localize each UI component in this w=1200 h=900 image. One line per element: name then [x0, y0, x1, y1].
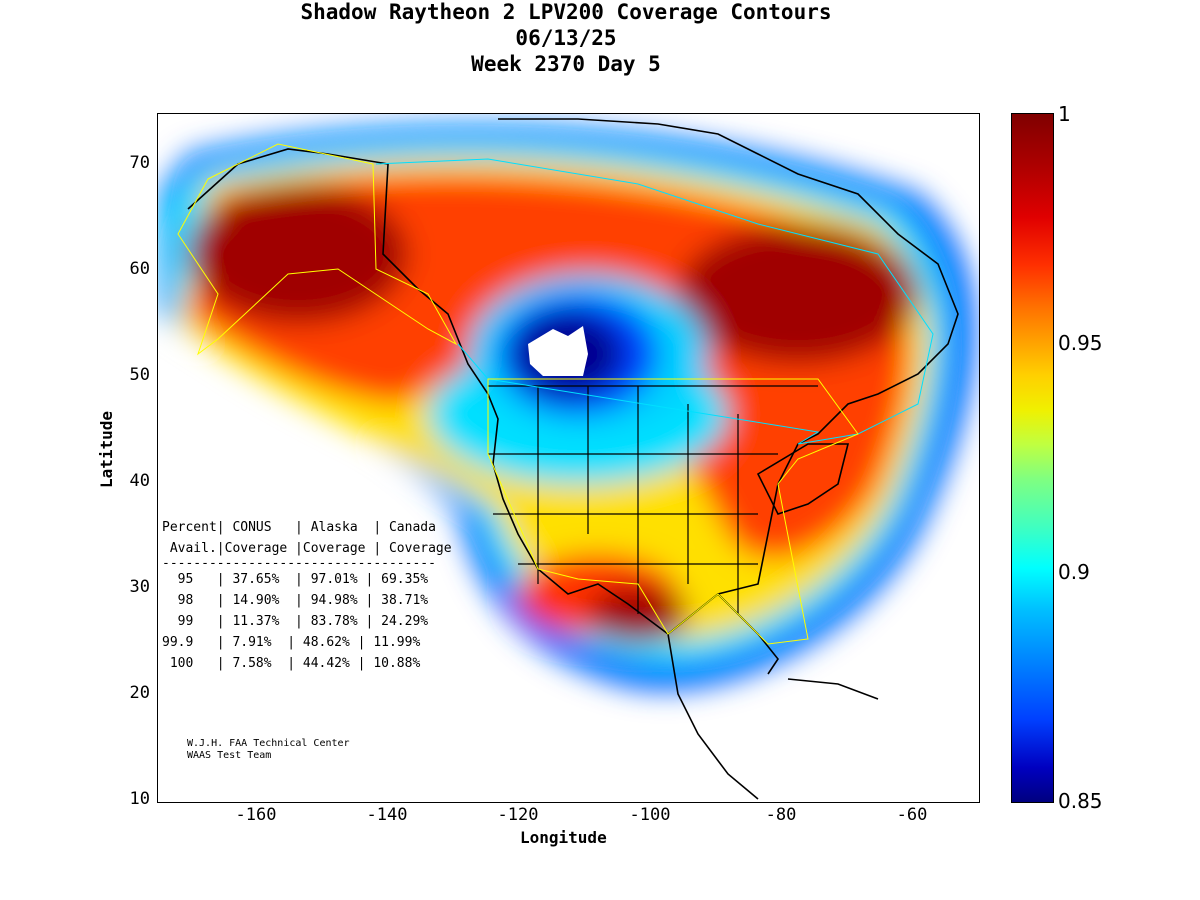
y-tick-70: 70	[129, 153, 150, 173]
stats-row: 98 | 14.90% | 94.98% | 38.71%	[162, 593, 429, 608]
credit-line-1: W.J.H. FAA Technical Center	[187, 738, 350, 749]
colorbar	[1011, 113, 1054, 803]
x-tick-100: -100	[629, 805, 671, 825]
colorbar-tick-095: 0.95	[1058, 331, 1103, 355]
x-tick-80: -80	[765, 805, 797, 825]
coverage-map	[157, 113, 980, 803]
stats-row: 99 | 11.37% | 83.78% | 24.29%	[162, 614, 429, 629]
stats-row: 100 | 7.58% | 44.42% | 10.88%	[162, 656, 421, 671]
state-borders	[488, 385, 818, 614]
coverage-stats-table: Percent| CONUS | Alaska | Canada Avail.|…	[162, 517, 452, 674]
y-axis-label: Latitude	[97, 410, 117, 489]
y-tick-20: 20	[129, 683, 150, 703]
colorbar-tick-09: 0.9	[1058, 560, 1090, 584]
y-tick-10: 10	[129, 789, 150, 809]
colorbar-tick-1: 1	[1058, 102, 1071, 126]
y-tick-50: 50	[129, 365, 150, 385]
colorbar-tick-085: 0.85	[1058, 789, 1103, 813]
coverage-contours	[158, 118, 976, 800]
x-tick-140: -140	[366, 805, 408, 825]
chart-week-day: Week 2370 Day 5	[471, 52, 661, 76]
x-tick-120: -120	[497, 805, 539, 825]
conus-boundary	[487, 378, 859, 645]
stats-header-2: Avail.|Coverage |Coverage | Coverage	[162, 541, 452, 556]
y-tick-60: 60	[129, 259, 150, 279]
x-axis-label: Longitude	[520, 828, 607, 847]
x-tick-160: -160	[235, 805, 277, 825]
chart-date: 06/13/25	[515, 26, 617, 50]
stats-rule: -----------------------------------	[162, 556, 436, 571]
stats-row: 99.9 | 7.91% | 48.62% | 11.99%	[162, 635, 421, 650]
canada-boundary	[375, 158, 934, 445]
y-tick-30: 30	[129, 577, 150, 597]
y-tick-40: 40	[129, 471, 150, 491]
chart-title: Shadow Raytheon 2 LPV200 Coverage Contou…	[300, 0, 832, 24]
stats-row: 95 | 37.65% | 97.01% | 69.35%	[162, 572, 429, 587]
x-tick-60: -60	[896, 805, 928, 825]
credit-line-2: WAAS Test Team	[187, 750, 272, 761]
alaska-boundary	[177, 143, 458, 356]
credit-text: W.J.H. FAA Technical Center WAAS Test Tea…	[187, 738, 350, 762]
stats-header-1: Percent| CONUS | Alaska | Canada	[162, 520, 436, 535]
